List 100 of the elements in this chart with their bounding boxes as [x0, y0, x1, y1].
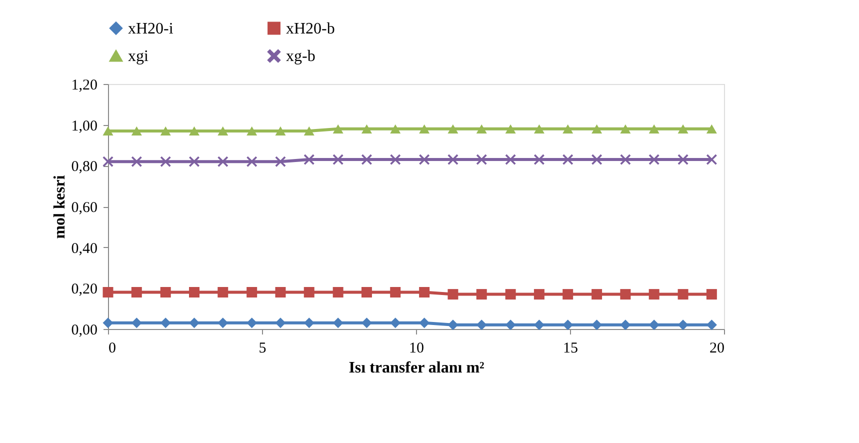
- point: [390, 154, 401, 165]
- point: [706, 289, 717, 300]
- point: [390, 124, 401, 134]
- point: [678, 124, 688, 134]
- point: [246, 156, 258, 167]
- point: [419, 287, 430, 298]
- point: [592, 124, 602, 134]
- legend-label: xgi: [128, 48, 149, 65]
- point: [131, 287, 142, 298]
- point: [304, 154, 314, 165]
- point: [304, 287, 314, 298]
- point: [648, 124, 660, 134]
- point: [620, 154, 631, 165]
- x-tick-label: 0: [108, 340, 116, 356]
- point: [562, 124, 574, 134]
- point: [419, 154, 430, 165]
- legend-label: xH20-b: [286, 20, 335, 38]
- point: [246, 318, 258, 328]
- legend-label: xg-b: [286, 48, 316, 65]
- point: [592, 289, 602, 300]
- point: [361, 318, 372, 328]
- point: [534, 289, 544, 300]
- point: [188, 318, 200, 328]
- point: [678, 320, 688, 330]
- point: [620, 289, 631, 300]
- point: [592, 154, 602, 165]
- point: [678, 289, 688, 300]
- point: [332, 287, 344, 298]
- point: [505, 289, 516, 300]
- point: [648, 320, 660, 330]
- point: [361, 124, 372, 134]
- y-axis-title: mol kesri: [51, 174, 68, 239]
- point: [534, 124, 544, 134]
- y-tick-label: 0,00: [71, 322, 98, 338]
- legend-label: xH20-i: [128, 20, 174, 38]
- point: [188, 126, 200, 136]
- point: [304, 318, 314, 328]
- point: [505, 124, 516, 134]
- point: [102, 126, 114, 136]
- point: [218, 287, 228, 298]
- point: [131, 156, 142, 167]
- x-tick-label: 10: [409, 340, 424, 356]
- point: [390, 287, 401, 298]
- x-axis-title: Isı transfer alanı m²: [348, 360, 485, 376]
- point: [131, 318, 142, 328]
- y-tick-label: 0,40: [71, 240, 98, 257]
- point: [706, 320, 717, 330]
- x-tick-label: 20: [710, 340, 724, 356]
- point: [246, 126, 258, 136]
- point: [390, 318, 401, 328]
- point: [160, 287, 171, 298]
- point: [419, 124, 430, 134]
- point: [218, 126, 228, 136]
- point: [448, 154, 458, 165]
- point: [218, 318, 228, 328]
- point: [476, 124, 487, 134]
- point: [332, 154, 344, 165]
- point: [102, 318, 114, 328]
- point: [562, 154, 574, 165]
- point: [275, 318, 286, 328]
- point: [620, 320, 631, 330]
- point: [361, 287, 372, 298]
- point: [419, 318, 430, 328]
- point: [448, 320, 458, 330]
- point: [188, 287, 200, 298]
- point: [620, 124, 631, 134]
- point: [448, 124, 458, 134]
- x-tick-label: 5: [258, 340, 266, 356]
- point: [361, 154, 372, 165]
- point: [562, 289, 574, 300]
- point: [332, 124, 344, 134]
- point: [102, 156, 114, 167]
- point: [448, 289, 458, 300]
- point: [678, 154, 688, 165]
- x-tick-label: 15: [563, 340, 578, 356]
- point: [505, 320, 516, 330]
- point: [476, 289, 487, 300]
- y-tick-label: 1,00: [71, 118, 98, 134]
- point: [562, 320, 574, 330]
- y-tick-label: 0,60: [71, 200, 98, 216]
- point: [648, 154, 660, 165]
- point: [648, 289, 660, 300]
- point: [304, 126, 314, 136]
- point: [476, 154, 487, 165]
- y-tick-label: 0,80: [71, 159, 98, 176]
- point: [332, 318, 344, 328]
- point: [188, 156, 200, 167]
- point: [534, 154, 544, 165]
- point: [160, 126, 171, 136]
- point: [160, 318, 171, 328]
- point: [131, 126, 142, 136]
- y-tick-label: 1,20: [71, 78, 98, 94]
- point: [275, 287, 286, 298]
- point: [275, 156, 286, 167]
- point: [218, 156, 228, 167]
- point: [534, 320, 544, 330]
- point: [476, 320, 487, 330]
- point: [102, 287, 114, 298]
- point: [706, 124, 717, 134]
- point: [706, 154, 717, 165]
